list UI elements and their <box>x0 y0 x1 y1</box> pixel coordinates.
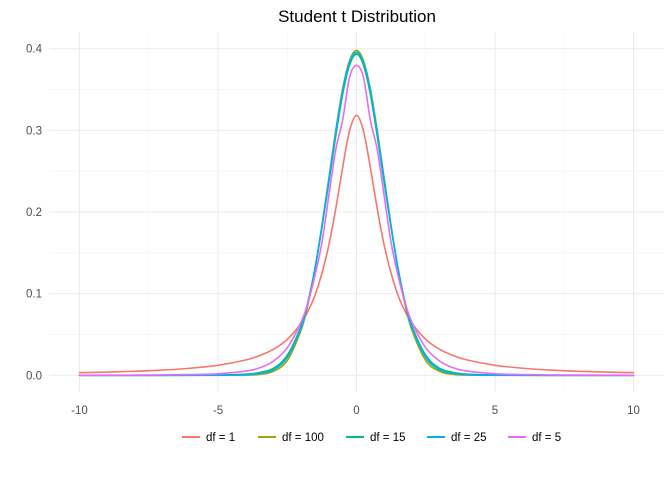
legend-label: df = 25 <box>451 432 487 444</box>
y-tick-label: 0.0 <box>26 370 42 382</box>
legend-label: df = 5 <box>532 432 561 444</box>
legend: df = 1 df = 100 df = 15 df = 25 df = 5 <box>182 432 561 444</box>
legend-item: df = 25 <box>427 432 487 444</box>
legend-label: df = 15 <box>370 432 406 444</box>
legend-label: df = 100 <box>282 432 324 444</box>
series-line-df-25 <box>78 51 635 377</box>
series-layer <box>78 49 635 377</box>
x-tick-label: 0 <box>353 405 359 417</box>
chart-title: Student t Distribution <box>278 7 436 26</box>
legend-item: df = 15 <box>346 432 406 444</box>
y-tick-label: 0.3 <box>26 125 42 137</box>
axis-labels: -10 -5 0 5 10 0.0 0.1 0.2 0.3 0.4 <box>26 44 640 417</box>
x-tick-label: 5 <box>492 405 498 417</box>
series-line-df-5 <box>78 64 635 377</box>
legend-label: df = 1 <box>206 432 235 444</box>
x-tick-label: 10 <box>627 405 640 417</box>
legend-item: df = 1 <box>182 432 235 444</box>
legend-item: df = 100 <box>258 432 324 444</box>
legend-item: df = 5 <box>508 432 561 444</box>
x-tick-label: -10 <box>71 405 88 417</box>
grid-layer <box>49 32 664 392</box>
y-tick-label: 0.2 <box>26 207 42 219</box>
series-line-df-1 <box>78 114 635 374</box>
y-tick-label: 0.4 <box>26 44 43 56</box>
y-tick-label: 0.1 <box>26 289 42 301</box>
x-tick-label: -5 <box>213 405 223 417</box>
